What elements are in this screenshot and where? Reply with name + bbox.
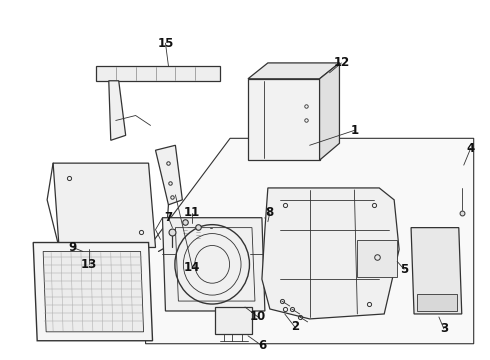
Text: 1: 1 bbox=[350, 124, 359, 137]
Text: 7: 7 bbox=[164, 211, 172, 224]
Polygon shape bbox=[248, 79, 319, 160]
Text: 12: 12 bbox=[333, 57, 349, 69]
Polygon shape bbox=[319, 63, 340, 160]
Text: 13: 13 bbox=[81, 258, 97, 271]
Text: 9: 9 bbox=[69, 241, 77, 254]
Text: 2: 2 bbox=[291, 320, 299, 333]
Polygon shape bbox=[155, 145, 182, 205]
Polygon shape bbox=[262, 188, 399, 319]
Text: 11: 11 bbox=[184, 206, 200, 219]
Text: 5: 5 bbox=[400, 263, 408, 276]
Text: 3: 3 bbox=[440, 322, 448, 336]
Text: 6: 6 bbox=[258, 339, 266, 352]
Polygon shape bbox=[411, 228, 462, 314]
Text: 10: 10 bbox=[250, 310, 266, 323]
Polygon shape bbox=[96, 66, 220, 81]
Polygon shape bbox=[43, 251, 144, 332]
Polygon shape bbox=[357, 239, 397, 277]
Text: 8: 8 bbox=[266, 206, 274, 219]
Text: 4: 4 bbox=[466, 142, 475, 155]
Polygon shape bbox=[33, 243, 152, 341]
Polygon shape bbox=[215, 307, 252, 334]
Polygon shape bbox=[53, 163, 155, 247]
Polygon shape bbox=[248, 63, 340, 79]
Text: 14: 14 bbox=[184, 261, 200, 274]
Polygon shape bbox=[146, 138, 474, 344]
Polygon shape bbox=[163, 218, 265, 311]
Polygon shape bbox=[417, 294, 457, 311]
Polygon shape bbox=[109, 81, 125, 140]
Text: 15: 15 bbox=[157, 37, 173, 50]
